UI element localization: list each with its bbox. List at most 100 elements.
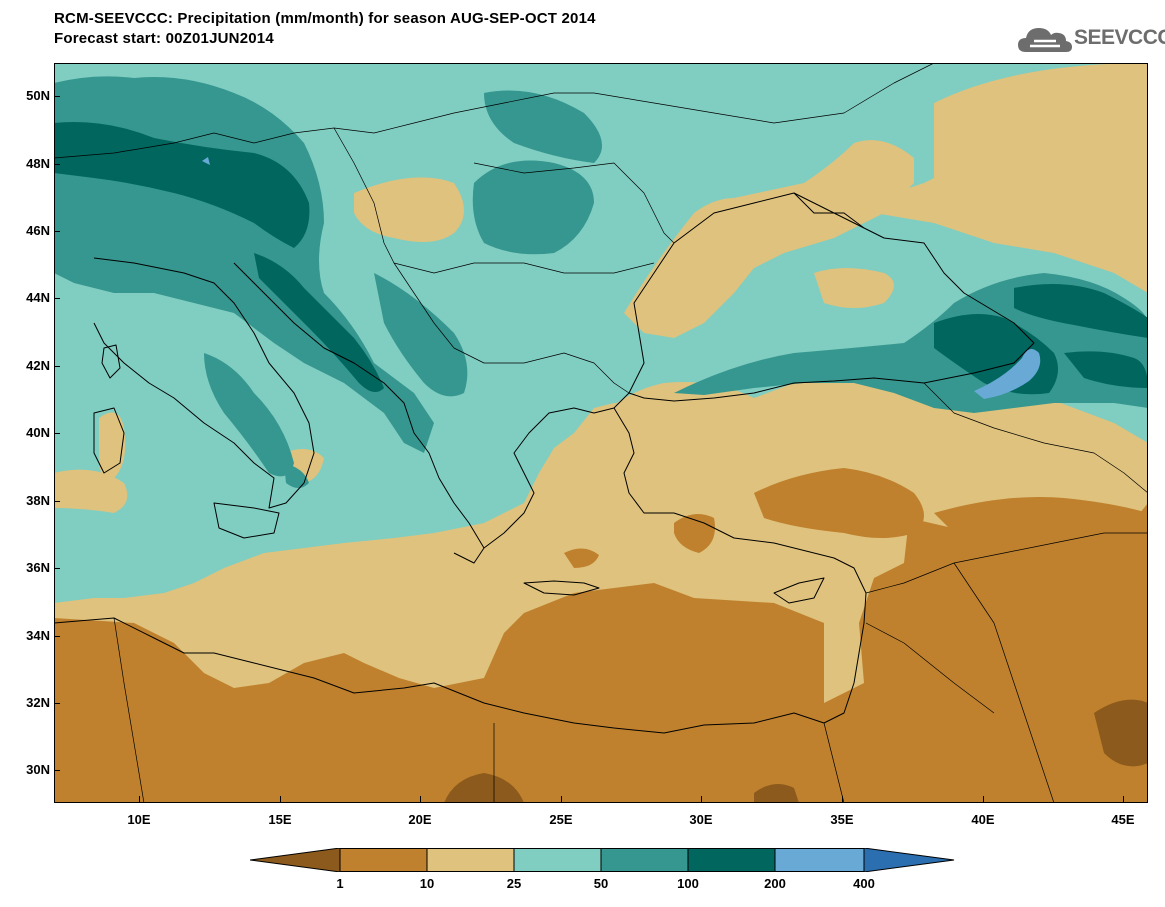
border-ukraine	[593, 63, 935, 124]
east-dry	[934, 63, 1148, 283]
lat-label-34n: 34N	[26, 628, 50, 643]
lat-label-48n: 48N	[26, 156, 50, 171]
border-jordan	[865, 622, 995, 714]
colorbar-label-100: 100	[677, 876, 699, 891]
lat-tick	[54, 164, 60, 165]
border-balkans	[393, 262, 630, 394]
border-syria	[865, 532, 1148, 594]
border-iraq	[953, 562, 1055, 803]
colorbar-segment-10-25	[426, 848, 515, 872]
colorbar-label-400: 400	[853, 876, 875, 891]
precipitation-map	[54, 63, 1148, 803]
lat-tick	[54, 703, 60, 704]
colorbar-segment-100-200	[687, 848, 776, 872]
balkan-wet	[374, 273, 468, 397]
lon-label-45e: 45E	[1111, 812, 1135, 827]
coastline-italy	[93, 257, 315, 509]
coastline-azov	[793, 192, 865, 229]
coastline-levant	[673, 512, 867, 684]
map-title: RCM-SEEVCCC: Precipitation (mm/month) fo…	[54, 10, 596, 27]
coastline-africa	[54, 617, 855, 734]
lat-tick	[54, 636, 60, 637]
poland-wet	[484, 90, 602, 163]
logo-text: SEEVCCC	[1074, 26, 1165, 49]
coastline-sicily	[213, 502, 280, 539]
lon-tick	[701, 796, 702, 802]
sinai-very-dry	[754, 784, 799, 803]
colorbar-label-25: 25	[506, 876, 522, 891]
border-turkey-east	[923, 382, 1148, 494]
lon-tick	[420, 796, 421, 802]
lat-label-44n: 44N	[26, 290, 50, 305]
pannonia-dry	[354, 177, 464, 242]
border-egypt-sinai	[823, 722, 845, 803]
lat-tick	[54, 433, 60, 434]
border-algeria-tunisia	[113, 617, 145, 803]
tunisia-coast	[54, 469, 128, 513]
lat-tick	[54, 298, 60, 299]
lon-tick	[139, 796, 140, 802]
coastline-sardinia	[93, 407, 125, 474]
colorbar-label-1: 1	[336, 876, 344, 891]
lat-tick	[54, 366, 60, 367]
colorbar-segment-1-10	[339, 848, 428, 872]
seevccc-logo: SEEVCCC	[1016, 20, 1165, 60]
east-anatolia-dry	[934, 497, 1148, 583]
colorbar-label-200: 200	[764, 876, 786, 891]
colorbar-segment-25-50	[513, 848, 602, 872]
colorbar-segment-200-400	[774, 848, 865, 872]
forecast-start-label: Forecast start: 00Z01JUN2014	[54, 30, 274, 47]
lon-label-25e: 25E	[549, 812, 573, 827]
lon-tick	[842, 796, 843, 802]
lat-label-30n: 30N	[26, 762, 50, 777]
lat-label-32n: 32N	[26, 695, 50, 710]
sahara-very-dry-1	[444, 773, 524, 803]
lat-label-36n: 36N	[26, 560, 50, 575]
lat-tick	[54, 770, 60, 771]
lon-tick	[983, 796, 984, 802]
lon-tick	[280, 796, 281, 802]
anatolia-dry-1	[754, 468, 924, 538]
lat-tick	[54, 231, 60, 232]
lon-label-10e: 10E	[127, 812, 151, 827]
caucasus-very-wet	[1014, 284, 1148, 338]
lat-tick	[54, 568, 60, 569]
alps-extreme	[202, 157, 210, 165]
lon-tick	[1123, 796, 1124, 802]
georgia-extreme	[974, 349, 1041, 399]
alps-very-wet	[54, 122, 310, 248]
lat-label-38n: 38N	[26, 493, 50, 508]
lat-tick	[54, 96, 60, 97]
lat-tick	[54, 501, 60, 502]
lat-label-42n: 42N	[26, 358, 50, 373]
border-central	[333, 127, 655, 274]
coastline-crete	[523, 580, 600, 596]
coastline-corsica	[101, 344, 121, 379]
black-sea-coast-dry	[624, 140, 914, 338]
colorbar-label-50: 50	[593, 876, 609, 891]
italy-heel-wet	[284, 463, 309, 488]
crimea-dry	[814, 268, 894, 308]
lat-label-50n: 50N	[26, 88, 50, 103]
colorbar-segment-above-400	[863, 847, 955, 873]
coastline-cyprus	[773, 577, 825, 604]
coastline-turkey-west	[613, 407, 674, 514]
carpathian-wet	[472, 160, 594, 255]
aegean-dry	[564, 548, 599, 568]
lon-label-35e: 35E	[830, 812, 854, 827]
cloud-icon	[1018, 28, 1072, 52]
colorbar	[249, 847, 955, 873]
lon-label-20e: 20E	[408, 812, 432, 827]
colorbar-label-10: 10	[419, 876, 435, 891]
lat-label-40n: 40N	[26, 425, 50, 440]
sahara-very-dry-2	[1094, 699, 1148, 767]
sardinia-dry	[99, 412, 126, 479]
anatolia-light	[574, 382, 794, 473]
apennine-wet	[204, 353, 294, 477]
east-turkey-very-wet	[1064, 351, 1148, 388]
lon-label-15e: 15E	[268, 812, 292, 827]
coastline-black-sea	[628, 192, 1035, 402]
coastline-adriatic	[233, 262, 485, 564]
lon-label-30e: 30E	[689, 812, 713, 827]
lat-label-46n: 46N	[26, 223, 50, 238]
